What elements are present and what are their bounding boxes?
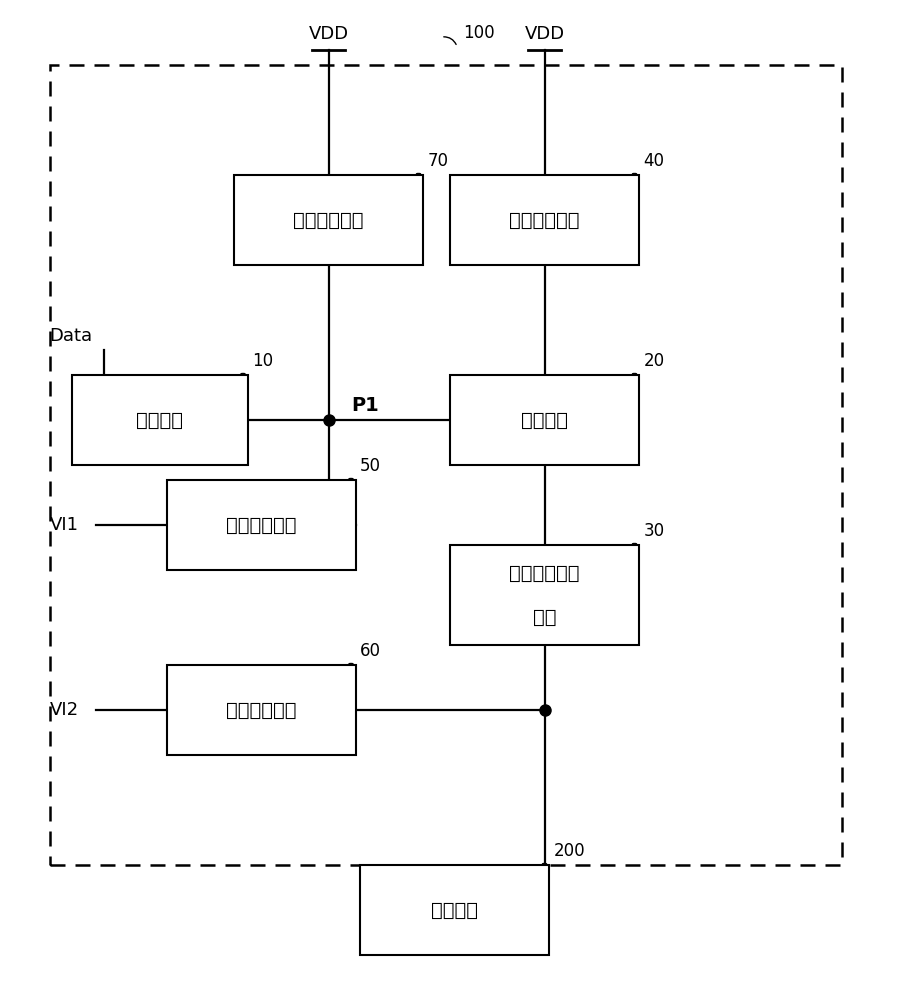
Text: Data: Data — [50, 327, 93, 345]
Bar — [450, 175, 639, 265]
Text: 10: 10 — [252, 352, 273, 370]
Text: P1: P1 — [351, 396, 379, 415]
Text: 驱动模块: 驱动模块 — [521, 410, 568, 429]
Text: 40: 40 — [644, 152, 664, 170]
Text: 亮度保持模块: 亮度保持模块 — [293, 211, 364, 230]
Text: 发光器件: 发光器件 — [431, 900, 478, 920]
Text: 第一发光控制: 第一发光控制 — [509, 564, 580, 582]
Text: VI2: VI2 — [50, 701, 78, 719]
Text: 第二复位模块: 第二复位模块 — [226, 700, 296, 720]
Bar — [450, 375, 639, 465]
Bar — [50, 65, 842, 865]
Bar — [166, 665, 356, 755]
Text: 模块: 模块 — [533, 608, 556, 626]
Text: VDD: VDD — [525, 25, 564, 43]
Bar — [450, 545, 639, 645]
Text: 第二发光控制: 第二发光控制 — [509, 211, 580, 230]
Text: 50: 50 — [360, 457, 381, 475]
Bar — [234, 175, 423, 265]
Bar — [166, 480, 356, 570]
Text: VI1: VI1 — [50, 516, 78, 534]
Text: 30: 30 — [644, 522, 664, 540]
Text: 写入模块: 写入模块 — [136, 410, 184, 429]
Bar — [360, 865, 549, 955]
Text: 60: 60 — [360, 642, 381, 660]
Text: 200: 200 — [554, 842, 585, 860]
Text: 70: 70 — [428, 152, 448, 170]
Text: VDD: VDD — [309, 25, 348, 43]
Bar — [72, 375, 248, 465]
Text: 20: 20 — [644, 352, 664, 370]
Text: 100: 100 — [464, 24, 495, 42]
Text: 第一复位模块: 第一复位模块 — [226, 516, 296, 534]
